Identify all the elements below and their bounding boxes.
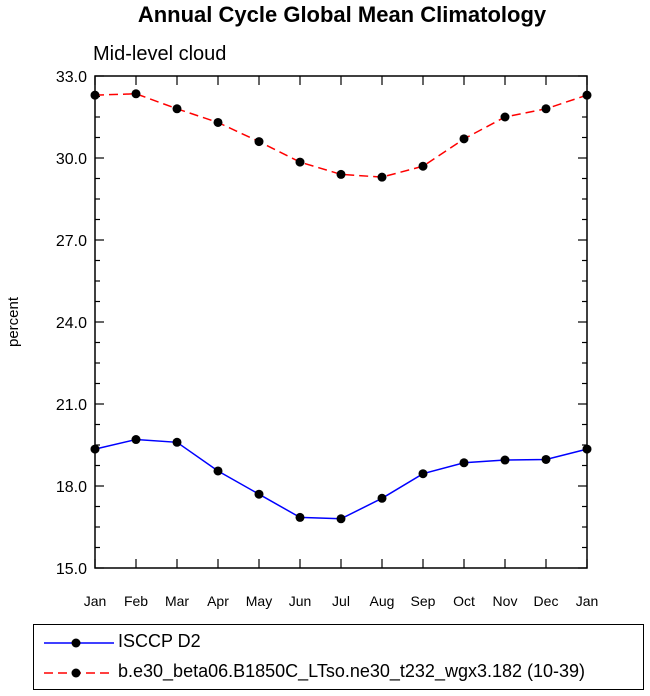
- legend-label-isccp: ISCCP D2: [118, 631, 201, 651]
- data-point: [295, 157, 305, 167]
- legend-marker-model: [71, 668, 81, 678]
- data-point: [541, 104, 551, 114]
- legend-item-model: b.e30_beta06.B1850C_LTso.ne30_t232_wgx3.…: [34, 658, 643, 688]
- y-tick-label: 33.0: [56, 69, 87, 86]
- data-point: [418, 469, 428, 479]
- plot-frame: [94, 75, 588, 569]
- x-tick-label: Nov: [493, 593, 518, 609]
- legend: ISCCP D2 b.e30_beta06.B1850C_LTso.ne30_t…: [33, 624, 644, 690]
- series-line-0: [94, 438, 588, 520]
- data-point: [418, 161, 428, 171]
- y-tick-label: 15.0: [56, 561, 87, 578]
- data-point: [336, 514, 346, 524]
- x-tick-label: Oct: [453, 593, 475, 609]
- data-point: [500, 112, 510, 122]
- data-point: [336, 169, 346, 179]
- data-point: [172, 104, 182, 114]
- x-tick-label: Dec: [534, 593, 559, 609]
- x-tick-label: Sep: [411, 593, 436, 609]
- data-point: [213, 466, 223, 476]
- data-point: [131, 89, 141, 99]
- line-chart: Mid-level cloud percent 15.0 18.0 21.0 24.0…: [5, 43, 599, 609]
- chart-title: Annual Cycle Global Mean Climatology: [137, 2, 547, 27]
- x-tick-label: Jun: [289, 593, 312, 609]
- data-point: [377, 172, 387, 182]
- series-line-1: [94, 93, 588, 178]
- y-tick-label: 21.0: [56, 397, 87, 414]
- data-point: [254, 489, 264, 499]
- y-tick-label: 24.0: [56, 315, 87, 332]
- data-point: [172, 437, 182, 447]
- x-tick-label: Jul: [332, 593, 350, 609]
- chart-subtitle: Mid-level cloud: [93, 43, 226, 65]
- legend-item-isccp: ISCCP D2: [34, 628, 643, 658]
- y-tick-label: 27.0: [56, 233, 87, 250]
- data-point: [500, 455, 510, 465]
- x-tick-label: Feb: [124, 593, 148, 609]
- x-tick-label: May: [246, 593, 272, 609]
- data-point: [254, 137, 264, 147]
- legend-label-model: b.e30_beta06.B1850C_LTso.ne30_t232_wgx3.…: [118, 661, 586, 681]
- y-tick-label: 30.0: [56, 151, 87, 168]
- x-tick-label: Apr: [207, 593, 229, 609]
- y-tick-label: 18.0: [56, 479, 87, 496]
- x-tick-label: Aug: [370, 593, 395, 609]
- x-tick-label: Jan: [576, 593, 599, 609]
- data-point: [295, 512, 305, 522]
- x-tick-label: Jan: [84, 593, 107, 609]
- data-point: [459, 458, 469, 468]
- legend-marker-isccp: [71, 638, 81, 648]
- data-point: [459, 134, 469, 144]
- data-point: [213, 117, 223, 127]
- data-point: [131, 435, 141, 445]
- data-point: [377, 493, 387, 503]
- data-point: [541, 454, 551, 464]
- y-axis-label: percent: [5, 296, 22, 347]
- x-tick-label: Mar: [165, 593, 189, 609]
